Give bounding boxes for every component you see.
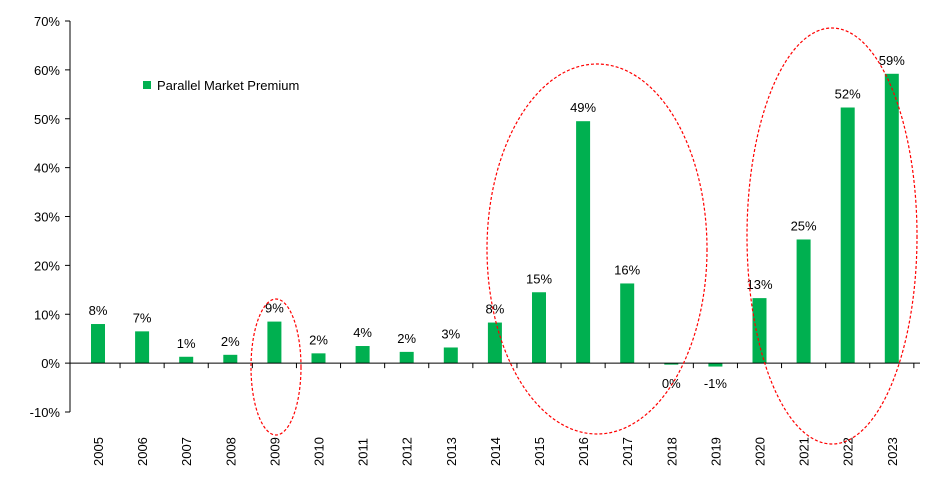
bar [443,347,458,364]
y-axis: -10% 0% 10% 20% 30% 40% 50% 60% 70% [30,14,71,420]
data-label: 9% [265,301,284,316]
data-label: 8% [89,303,108,318]
bar [223,354,238,364]
bar [311,353,326,364]
x-tick-label: 2013 [444,437,459,466]
data-label: 52% [835,87,861,102]
y-tick-label: 10% [34,307,60,322]
data-label: 49% [570,100,596,115]
y-tick-label: 50% [34,112,60,127]
x-tick-label: 2005 [91,437,106,466]
data-label: 59% [879,53,905,68]
legend: Parallel Market Premium [143,78,299,93]
x-tick-label: 2020 [753,437,768,466]
bar [840,107,855,364]
bar [752,298,767,364]
data-label: 7% [133,310,152,325]
data-label: 0% [662,376,681,391]
x-tick-label: 2017 [620,437,635,466]
bar [796,239,811,364]
x-tick-label: 2021 [797,437,812,466]
x-tick-label: 2012 [400,437,415,466]
x-tick-label: 2016 [576,437,591,466]
bar [355,346,370,364]
bar [91,324,105,364]
x-axis: 2005 2006 2007 2008 2009 2010 2011 2012 2013 2014… [70,362,920,466]
data-label: 3% [441,326,460,341]
bar [884,73,899,364]
x-tick-label: 2009 [267,437,282,466]
bar [620,283,635,364]
legend-swatch [143,81,151,89]
bar [399,351,414,364]
y-tick-label: 60% [34,63,60,78]
data-label: 25% [791,218,817,233]
x-tick-label: 2007 [179,437,194,466]
data-label: 2% [221,334,240,349]
x-tick-label: 2010 [312,437,327,466]
bar [532,292,546,364]
x-tick-label: 2015 [532,437,547,466]
y-tick-label: -10% [30,405,61,420]
data-label: 16% [614,262,640,277]
y-tick-label: 20% [34,258,60,273]
data-label: 8% [486,302,505,317]
data-label: 1% [177,336,196,351]
bar [576,121,591,364]
x-tick-label: 2008 [223,437,238,466]
bar [179,356,194,364]
y-tick-label: 30% [34,210,60,225]
x-tick-label: 2006 [135,437,150,466]
bar [664,363,679,365]
x-tick-label: 2023 [885,437,900,466]
bar [708,363,723,367]
x-tick-label: 2014 [488,437,503,466]
bar [487,322,502,364]
bar [267,321,282,364]
data-label: 15% [526,271,552,286]
highlight-circles [250,27,918,445]
data-label: 2% [309,332,328,347]
x-tick-label: 2018 [664,437,679,466]
y-tick-label: 0% [41,356,60,371]
y-tick-label: 40% [34,161,60,176]
bar [135,331,150,364]
x-tick-label: 2011 [356,438,371,466]
y-tick-label: 70% [34,14,60,29]
highlight-ellipse [746,27,918,445]
highlight-ellipse [486,63,708,435]
highlight-ellipse [250,298,302,436]
data-labels: 8% 7% 1% 2% 9% 2% 4% 2% 3% 8% 15% 49% 16% 0% -1% 13% 25%… [89,53,906,391]
x-tick-label: 2019 [708,437,723,466]
legend-label: Parallel Market Premium [157,78,299,93]
bars [91,73,899,367]
data-label: 4% [353,325,372,340]
x-tick-label: 2022 [841,437,856,466]
data-label: -1% [704,376,728,391]
data-label: 2% [397,331,416,346]
data-label: 13% [746,277,772,292]
